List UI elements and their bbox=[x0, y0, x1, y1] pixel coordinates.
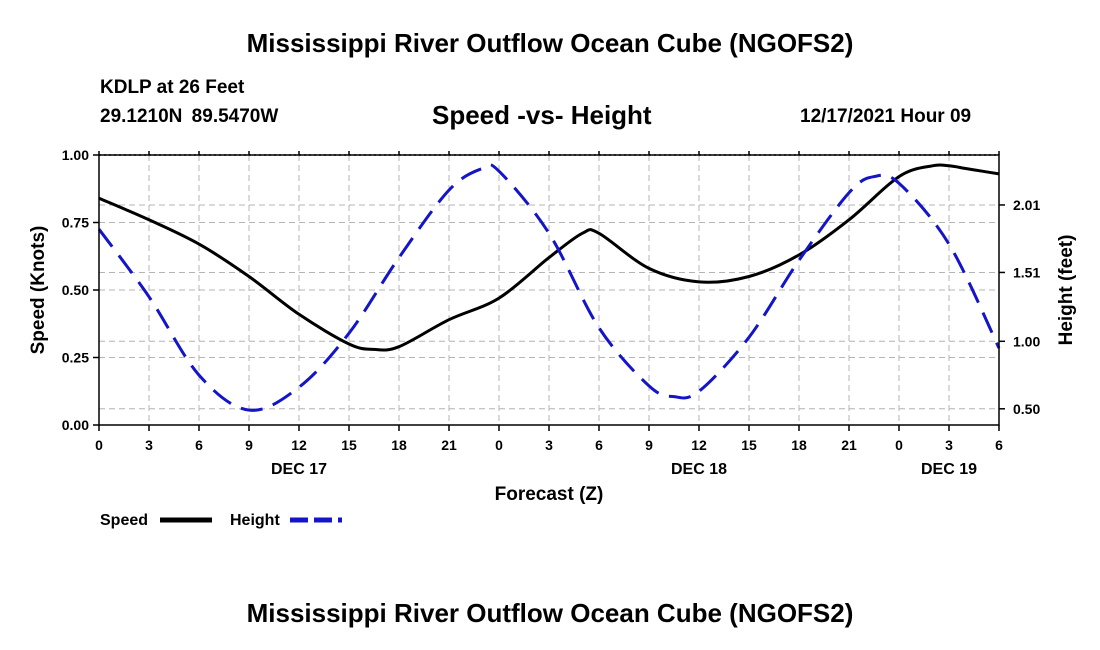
x-tick-label: 21 bbox=[841, 437, 857, 453]
series-line-speed bbox=[98, 163, 1000, 352]
x-tick-label: 12 bbox=[291, 437, 307, 453]
footer-title: Mississippi River Outflow Ocean Cube (NG… bbox=[246, 598, 854, 628]
x-tick-label: 21 bbox=[441, 437, 457, 453]
x-tick-label: 9 bbox=[645, 437, 653, 453]
axis-ticks: 0 3 6 9 12 15 18 21 0 3 6 9 12 15 18 21 0 3 6 DEC 17 DEC 18 D… bbox=[62, 147, 1041, 478]
x-tick-label: 0 bbox=[895, 437, 903, 453]
y-tick-label-right: 1.51 bbox=[1013, 264, 1040, 280]
chart-legend: Speed Height bbox=[100, 512, 342, 529]
series-line-height bbox=[97, 163, 1001, 412]
y-tick-label-left: 0.00 bbox=[62, 417, 89, 433]
day-label: DEC 17 bbox=[271, 461, 327, 478]
x-axis-title: Forecast (Z) bbox=[495, 484, 604, 505]
forecast-datetime: 12/17/2021 Hour 09 bbox=[800, 106, 972, 127]
axis-labels: Forecast (Z) Speed (Knots) Height (feet) bbox=[28, 226, 1077, 505]
day-label: DEC 18 bbox=[671, 461, 727, 478]
y-tick-label-left: 0.75 bbox=[62, 215, 89, 231]
station-coords: 29.1210N 89.5470W bbox=[100, 106, 279, 127]
x-tick-label: 3 bbox=[145, 437, 153, 453]
chart-subtitle: Speed -vs- Height bbox=[432, 100, 652, 130]
x-tick-label: 15 bbox=[341, 437, 357, 453]
x-tick-label: 18 bbox=[791, 437, 807, 453]
x-tick-label: 6 bbox=[195, 437, 203, 453]
y-tick-label-left: 0.50 bbox=[62, 282, 89, 298]
legend-label-speed: Speed bbox=[100, 512, 148, 529]
x-tick-label: 6 bbox=[595, 437, 603, 453]
y-axis-title-right: Height (feet) bbox=[1056, 235, 1077, 346]
y-tick-label-left: 1.00 bbox=[62, 147, 89, 163]
y-tick-label-left: 0.25 bbox=[62, 350, 89, 366]
x-tick-label: 12 bbox=[691, 437, 707, 453]
chart-series bbox=[97, 163, 1001, 412]
y-tick-label-right: 2.01 bbox=[1013, 197, 1040, 213]
station-name: KDLP at 26 Feet bbox=[100, 77, 245, 98]
y-axis-title-left: Speed (Knots) bbox=[28, 226, 49, 355]
x-tick-label: 15 bbox=[741, 437, 757, 453]
x-tick-label: 3 bbox=[545, 437, 553, 453]
x-tick-label: 6 bbox=[995, 437, 1003, 453]
y-tick-label-right: 1.00 bbox=[1013, 333, 1040, 349]
x-tick-label: 9 bbox=[245, 437, 253, 453]
x-tick-label: 0 bbox=[495, 437, 503, 453]
day-label: DEC 19 bbox=[921, 461, 977, 478]
main-title: Mississippi River Outflow Ocean Cube (NG… bbox=[246, 28, 854, 58]
legend-label-height: Height bbox=[230, 512, 280, 529]
x-tick-label: 18 bbox=[391, 437, 407, 453]
x-tick-label: 3 bbox=[945, 437, 953, 453]
y-tick-label-right: 0.50 bbox=[1013, 401, 1040, 417]
x-tick-label: 0 bbox=[95, 437, 103, 453]
chart-grid bbox=[99, 154, 999, 425]
